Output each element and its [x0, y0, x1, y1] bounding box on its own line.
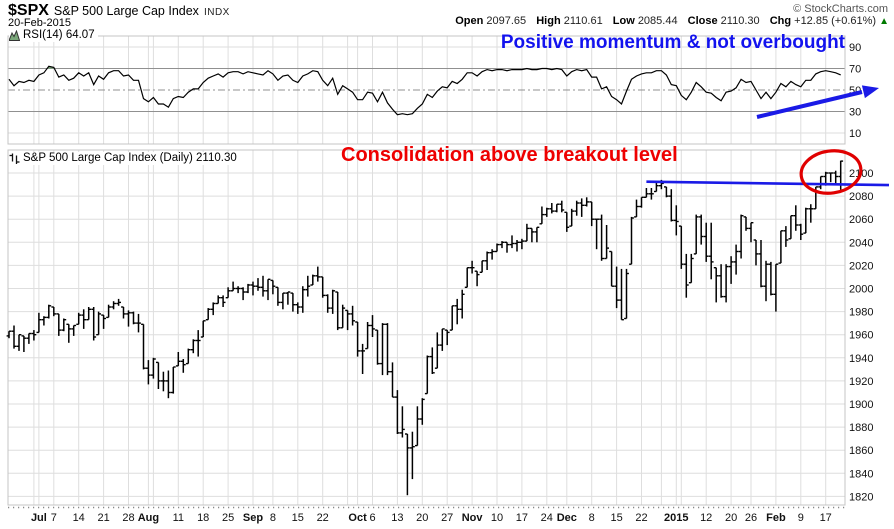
svg-text:12: 12	[700, 512, 712, 524]
svg-text:9: 9	[798, 512, 804, 524]
rsi-panel-legend: RSI(14) 64.07	[9, 29, 98, 42]
close-label: Close	[687, 15, 718, 27]
copyright-text: © StockCharts.com	[793, 3, 888, 15]
svg-text:22: 22	[317, 512, 329, 524]
consolidation-ellipse-icon	[799, 149, 863, 195]
svg-text:8: 8	[270, 512, 276, 524]
svg-text:1820: 1820	[849, 491, 873, 503]
svg-text:Sep: Sep	[243, 512, 263, 524]
svg-text:1900: 1900	[849, 399, 873, 411]
breakout-annotation: Consolidation above breakout level	[341, 144, 678, 166]
svg-text:1940: 1940	[849, 353, 873, 365]
svg-text:2015: 2015	[664, 512, 688, 524]
svg-text:15: 15	[610, 512, 622, 524]
svg-text:8: 8	[589, 512, 595, 524]
close-value: 2110.30	[720, 15, 760, 27]
open-label: Open	[455, 15, 484, 27]
momentum-annotation: Positive momentum & not overbought	[500, 32, 845, 53]
svg-text:24: 24	[541, 512, 553, 524]
svg-text:70: 70	[849, 64, 861, 76]
chart-date: 20-Feb-2015	[8, 17, 71, 29]
svg-text:Feb: Feb	[766, 512, 786, 524]
svg-text:1860: 1860	[849, 445, 873, 457]
chart-header: $SPX S&P 500 Large Cap Index INDX	[8, 2, 230, 20]
index-name: S&P 500 Large Cap Index	[53, 4, 199, 18]
svg-text:17: 17	[516, 512, 528, 524]
exchange-label: INDX	[203, 7, 230, 18]
area-chart-icon	[9, 30, 20, 41]
svg-text:30: 30	[849, 107, 861, 119]
price-panel-legend: S&P 500 Large Cap Index (Daily) 2110.30	[9, 152, 240, 165]
svg-text:14: 14	[73, 512, 85, 524]
svg-text:15: 15	[292, 512, 304, 524]
svg-text:Nov: Nov	[462, 512, 484, 524]
svg-text:90: 90	[849, 42, 861, 54]
svg-text:Oct: Oct	[348, 512, 367, 524]
chg-label: Chg	[769, 15, 792, 27]
ohlc-bars-icon	[9, 153, 20, 164]
svg-text:2040: 2040	[849, 237, 873, 249]
svg-text:Dec: Dec	[557, 512, 577, 524]
rsi-label: RSI(14) 64.07	[23, 29, 95, 41]
svg-text:1840: 1840	[849, 468, 873, 480]
high-value: 2110.61	[563, 15, 603, 27]
svg-text:28: 28	[122, 512, 134, 524]
chg-value: +12.85 (+0.61%)	[794, 15, 877, 27]
svg-text:22: 22	[635, 512, 647, 524]
svg-text:2060: 2060	[849, 214, 873, 226]
svg-text:6: 6	[369, 512, 375, 524]
open-value: 2097.65	[486, 15, 527, 27]
svg-text:20: 20	[416, 512, 428, 524]
momentum-arrow-icon	[756, 90, 863, 119]
svg-text:1960: 1960	[849, 330, 873, 342]
svg-text:18: 18	[197, 512, 209, 524]
svg-text:27: 27	[441, 512, 453, 524]
svg-text:Aug: Aug	[138, 512, 159, 524]
svg-text:10: 10	[491, 512, 503, 524]
svg-text:7: 7	[51, 512, 57, 524]
svg-text:21: 21	[97, 512, 109, 524]
svg-text:13: 13	[391, 512, 403, 524]
svg-text:2000: 2000	[849, 284, 873, 296]
low-value: 2085.44	[637, 15, 678, 27]
ticker-symbol: $SPX	[8, 2, 49, 19]
low-label: Low	[612, 15, 635, 27]
svg-text:Jul: Jul	[31, 512, 47, 524]
svg-text:1980: 1980	[849, 307, 873, 319]
price-series-label: S&P 500 Large Cap Index (Daily) 2110.30	[23, 152, 237, 164]
svg-text:26: 26	[745, 512, 757, 524]
svg-text:1920: 1920	[849, 376, 873, 388]
svg-text:11: 11	[173, 512, 184, 524]
high-label: High	[536, 15, 561, 27]
up-triangle-icon: ▲	[879, 16, 889, 27]
svg-text:25: 25	[222, 512, 234, 524]
svg-text:20: 20	[725, 512, 737, 524]
svg-text:10: 10	[849, 128, 861, 140]
svg-text:2020: 2020	[849, 260, 873, 272]
svg-text:17: 17	[820, 512, 832, 524]
svg-text:2080: 2080	[849, 191, 873, 203]
ohlc-quote-line: Open 2097.65 High 2110.61 Low 2085.44 Cl…	[448, 15, 889, 27]
svg-text:1880: 1880	[849, 422, 873, 434]
